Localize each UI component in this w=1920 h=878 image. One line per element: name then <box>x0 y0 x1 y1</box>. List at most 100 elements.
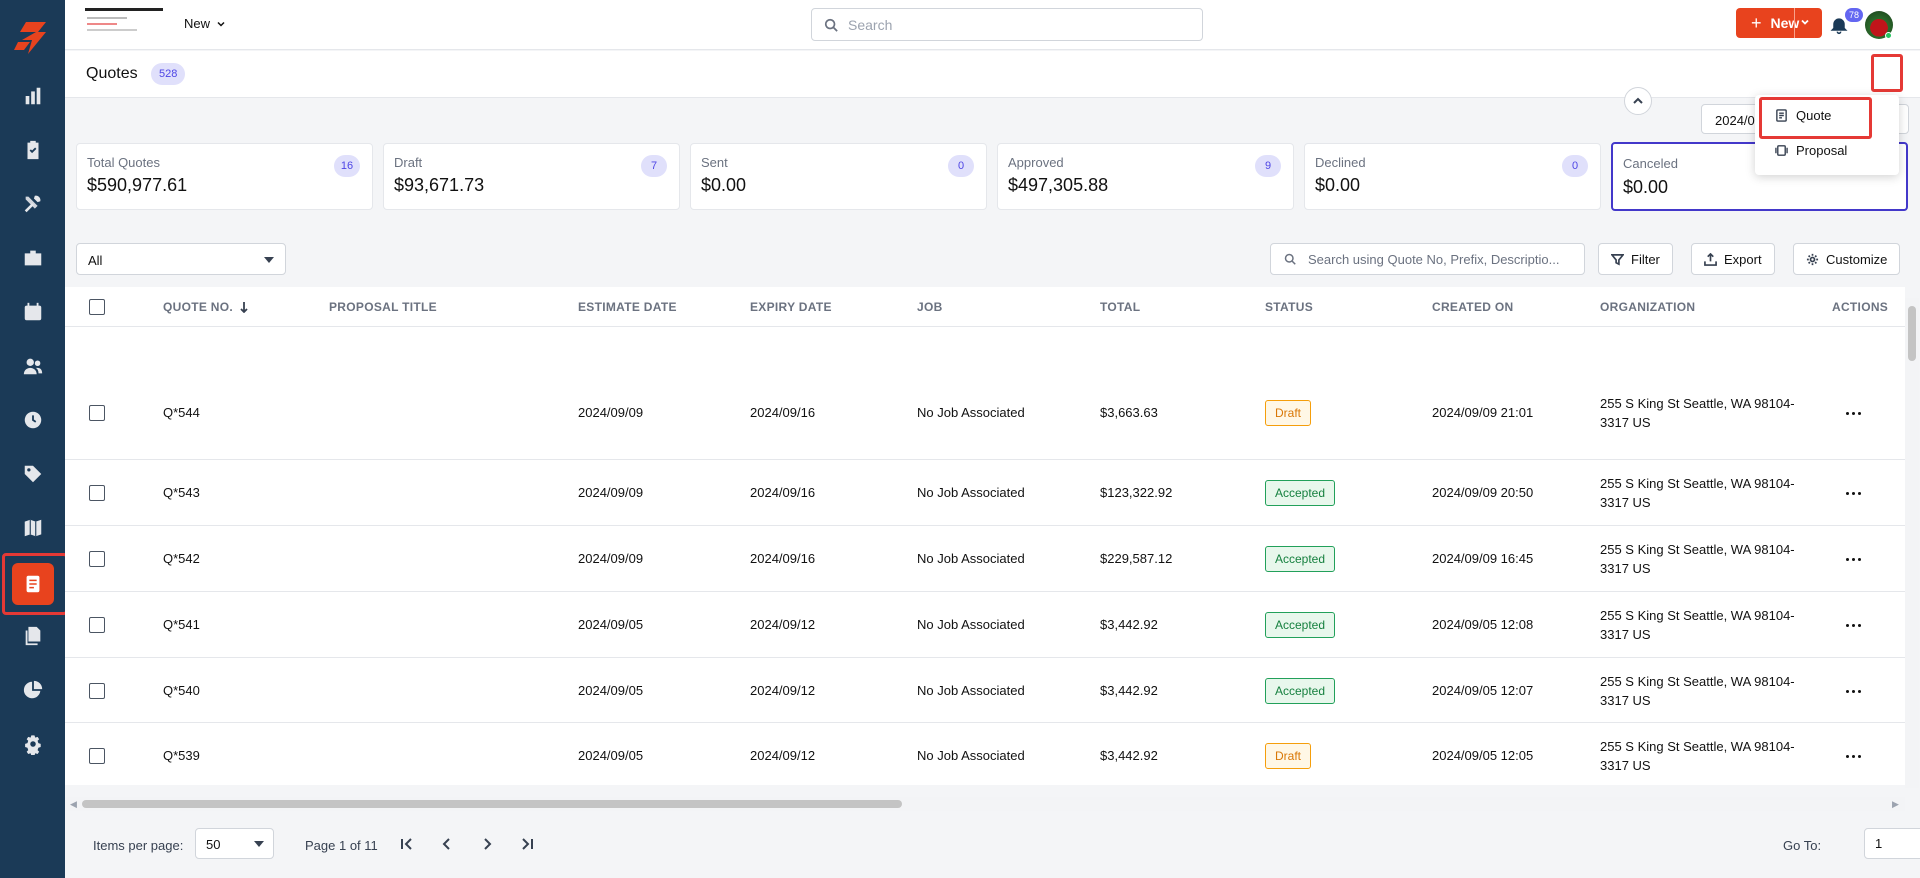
column-label: QUOTE NO. <box>163 300 234 314</box>
stat-card-value: $0.00 <box>701 175 747 195</box>
row-actions-button[interactable] <box>1841 683 1865 699</box>
cell-created-on: 2024/09/05 12:07 <box>1432 683 1534 698</box>
items-per-page-select[interactable]: 50 <box>195 828 274 859</box>
app-logo[interactable] <box>14 20 50 56</box>
column-organization[interactable]: ORGANIZATION <box>1600 300 1696 314</box>
sidebar-item-settings[interactable] <box>12 723 54 765</box>
row-checkbox[interactable] <box>89 748 105 764</box>
collapse-summary-button[interactable] <box>1624 87 1652 115</box>
customize-button[interactable]: Customize <box>1793 243 1901 275</box>
column-status[interactable]: STATUS <box>1265 300 1314 314</box>
column-proposal-title[interactable]: PROPOSAL TITLE <box>329 300 437 314</box>
new-dropdown-menu: Quote Proposal <box>1755 95 1899 175</box>
pagination-bar: Items per page: 50 Page 1 of 11 Go To: <box>65 823 1920 868</box>
global-search-input[interactable] <box>848 16 1188 33</box>
cell-quote-no[interactable]: Q*542 <box>163 551 200 566</box>
menu-item-proposal[interactable]: Proposal <box>1755 135 1899 165</box>
next-page-button[interactable] <box>477 834 497 854</box>
sidebar-item-calendar[interactable] <box>12 291 54 333</box>
search-icon <box>824 18 838 32</box>
sidebar-item-jobs[interactable] <box>12 237 54 279</box>
cell-estimate-date: 2024/09/09 <box>578 485 644 500</box>
table-row[interactable]: Q*542 2024/09/09 2024/09/16 No Job Associat… <box>65 526 1905 592</box>
sort-down-icon <box>240 302 248 313</box>
row-actions-button[interactable] <box>1841 485 1865 501</box>
search-icon <box>1284 253 1296 265</box>
sidebar-item-timesheets[interactable] <box>12 399 54 441</box>
table-row[interactable]: Q*541 2024/09/05 2024/09/12 No Job Associat… <box>65 592 1905 658</box>
cell-quote-no[interactable]: Q*539 <box>163 748 200 763</box>
table-row[interactable]: Q*540 2024/09/05 2024/09/12 No Job Associat… <box>65 658 1905 723</box>
stat-card-approved[interactable]: Approved $497,305.88 9 <box>997 143 1294 210</box>
sidebar-item-tools[interactable] <box>12 183 54 225</box>
row-actions-button[interactable] <box>1841 617 1865 633</box>
goto-page-input[interactable] <box>1864 828 1920 859</box>
cell-quote-no[interactable]: Q*543 <box>163 485 200 500</box>
table-row[interactable]: Q*543 2024/09/09 2024/09/16 No Job Associat… <box>65 460 1905 526</box>
last-page-button[interactable] <box>517 834 537 854</box>
filter-button-label: Filter <box>1631 251 1660 267</box>
sidebar-item-documents[interactable] <box>12 615 54 657</box>
company-logo[interactable] <box>85 8 163 36</box>
column-created-on[interactable]: CREATED ON <box>1432 300 1514 314</box>
previous-page-button[interactable] <box>437 834 457 854</box>
column-quote-no[interactable]: QUOTE NO. <box>163 300 249 314</box>
row-actions-button[interactable] <box>1841 748 1865 764</box>
row-checkbox[interactable] <box>89 683 105 699</box>
table-row[interactable]: Q*539 2024/09/05 2024/09/12 No Job Associat… <box>65 723 1905 785</box>
first-page-button[interactable] <box>397 834 417 854</box>
sidebar-item-tasks[interactable] <box>12 129 54 171</box>
briefcase-icon <box>24 250 42 266</box>
column-estimate-date[interactable]: ESTIMATE DATE <box>578 300 677 314</box>
cell-expiry-date: 2024/09/12 <box>750 748 816 763</box>
status-badge: Accepted <box>1265 612 1336 638</box>
row-checkbox[interactable] <box>89 485 105 501</box>
sidebar-item-customers[interactable] <box>12 345 54 387</box>
cell-organization: 255 S King St Seattle, WA 98104-3317 US <box>1600 542 1795 576</box>
stat-card-declined[interactable]: Declined $0.00 0 <box>1304 143 1601 210</box>
page-indicator: Page 1 of 11 <box>305 838 378 853</box>
notifications-button[interactable] <box>1826 12 1852 38</box>
status-filter-select[interactable]: All <box>76 243 286 275</box>
stat-card-draft[interactable]: Draft $93,671.73 7 <box>383 143 680 210</box>
row-checkbox[interactable] <box>89 405 105 421</box>
menu-item-quote[interactable]: Quote <box>1755 100 1899 130</box>
column-actions: ACTIONS <box>1832 300 1889 314</box>
filter-button[interactable]: Filter <box>1598 243 1673 275</box>
table-search-input[interactable] <box>1308 251 1578 267</box>
sidebar-item-reports[interactable] <box>12 669 54 711</box>
stat-card-value: $93,671.73 <box>394 175 485 195</box>
goto-label: Go To: <box>1783 838 1822 853</box>
stat-card-sent[interactable]: Sent $0.00 0 <box>690 143 987 210</box>
column-total[interactable]: TOTAL <box>1100 300 1141 314</box>
chevron-down-icon[interactable] <box>1800 17 1810 27</box>
clock-icon <box>24 411 42 429</box>
new-quote-button[interactable]: + New <box>1736 8 1822 38</box>
cell-quote-no[interactable]: Q*541 <box>163 617 200 632</box>
table-search[interactable] <box>1270 243 1585 275</box>
stat-card-count: 7 <box>641 155 667 177</box>
cell-job: No Job Associated <box>917 551 1025 566</box>
select-all-checkbox[interactable] <box>89 299 105 315</box>
row-checkbox[interactable] <box>89 617 105 633</box>
cell-quote-no[interactable]: Q*540 <box>163 683 200 698</box>
row-actions-button[interactable] <box>1841 405 1865 421</box>
table-row[interactable]: Q*544 2024/09/09 2024/09/16 No Job Associat… <box>65 327 1905 460</box>
export-button[interactable]: Export <box>1691 243 1775 275</box>
horizontal-scrollbar[interactable]: ◀ ▶ <box>65 797 1905 811</box>
row-actions-button[interactable] <box>1841 551 1865 567</box>
gear-icon <box>25 735 41 755</box>
sidebar-item-quotes[interactable] <box>12 563 54 605</box>
sidebar-item-map[interactable] <box>12 507 54 549</box>
quick-new-dropdown[interactable]: New <box>184 16 226 31</box>
sidebar-item-dashboard[interactable] <box>12 75 54 117</box>
row-checkbox[interactable] <box>89 551 105 567</box>
stat-card-total[interactable]: Total Quotes $590,977.61 16 <box>76 143 373 210</box>
cell-created-on: 2024/09/05 12:05 <box>1432 748 1534 763</box>
global-search[interactable] <box>811 8 1203 41</box>
sidebar-item-pricing[interactable] <box>12 453 54 495</box>
vertical-scrollbar[interactable] <box>1905 298 1919 788</box>
cell-quote-no[interactable]: Q*544 <box>163 405 200 420</box>
column-expiry-date[interactable]: EXPIRY DATE <box>750 300 832 314</box>
column-job[interactable]: JOB <box>917 300 943 314</box>
